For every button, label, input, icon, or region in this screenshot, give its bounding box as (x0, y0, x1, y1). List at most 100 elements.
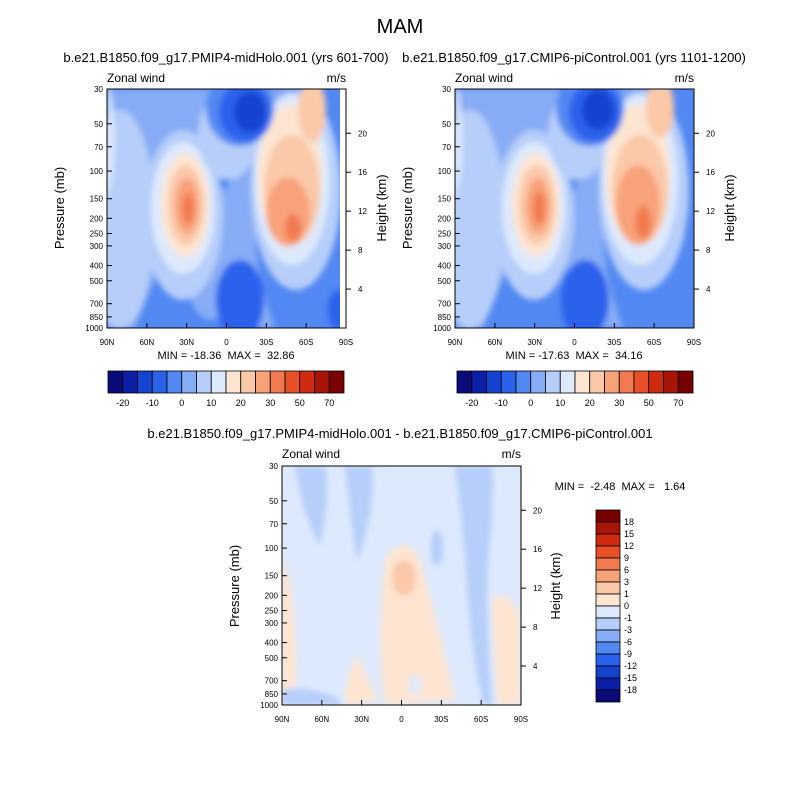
pressure-tick-label: 100 (438, 167, 452, 176)
pressure-tick-label: 500 (265, 654, 279, 663)
colorbar-label: -18 (624, 685, 637, 695)
lat-tick-label: 60S (647, 338, 661, 347)
height-tick-label: 16 (358, 168, 367, 177)
height-tick-label: 12 (706, 207, 715, 216)
colorbar-label: 6 (624, 565, 629, 575)
height-tick-label: 20 (533, 506, 542, 515)
panel-title: b.e21.B1850.f09_g17.PMIP4-midHolo.001 - … (147, 426, 652, 441)
colorbar-box (122, 370, 138, 394)
lat-tick-label: 60N (139, 338, 154, 347)
lat-tick-label: 60N (487, 338, 502, 347)
pressure-tick-label: 150 (265, 572, 279, 581)
panel-picontrol: b.e21.B1850.f09_g17.CMIP6-piControl.001 … (400, 50, 746, 408)
lat-tick-label: 30S (259, 338, 273, 347)
panel-left-string: Zonal wind (107, 71, 165, 85)
height-tick-label: 12 (533, 584, 542, 593)
colorbar-box (574, 370, 591, 394)
colorbar-label: -10 (146, 398, 159, 408)
colorbar-label: -20 (116, 398, 129, 408)
pressure-tick-label: 30 (269, 462, 278, 471)
lat-tick-label: 30S (434, 715, 448, 724)
colorbar-label: 70 (673, 398, 683, 408)
colorbar-box (595, 689, 621, 703)
lat-tick-label: 30N (179, 338, 194, 347)
lat-tick-label: 30S (607, 338, 621, 347)
colorbar-box (595, 653, 621, 667)
lat-tick-label: 60N (314, 715, 329, 724)
height-tick-label: 8 (706, 246, 711, 255)
colorbar-box (530, 370, 546, 394)
lat-tick-label: 0 (399, 715, 404, 724)
pressure-tick-label: 500 (90, 277, 104, 286)
pressure-tick-label: 70 (94, 143, 103, 152)
colorbar-box (595, 557, 621, 571)
colorbar-label: 0 (624, 601, 629, 611)
pressure-tick-label: 250 (438, 230, 452, 239)
pressure-tick-label: 300 (90, 242, 104, 251)
colorbar-box (595, 677, 621, 691)
colorbar-box (648, 370, 664, 394)
pressure-tick-label: 200 (265, 591, 279, 600)
colorbar-label: -15 (624, 673, 637, 683)
pressure-tick-label: 100 (90, 167, 104, 176)
season-title: MAM (377, 16, 424, 38)
colorbar-label: -9 (624, 649, 632, 659)
panel-title: b.e21.B1850.f09_g17.CMIP6-piControl.001 … (402, 50, 746, 65)
colorbar-box (151, 370, 168, 394)
colorbar-box (663, 370, 679, 394)
colorbar-box (314, 370, 330, 394)
pressure-tick-label: 300 (438, 242, 452, 251)
lat-tick-label: 90N (100, 338, 115, 347)
colorbar-label: 0 (179, 398, 184, 408)
colorbar-box (589, 370, 605, 394)
colorbar-box (545, 370, 561, 394)
height-tick-label: 20 (358, 129, 367, 138)
pressure-tick-label: 850 (265, 690, 279, 699)
colorbar-label: -6 (624, 637, 632, 647)
colorbar-box (595, 665, 621, 679)
colorbar-box (166, 370, 183, 394)
y2-axis-label: Height (km) (722, 174, 737, 241)
panel-difference: b.e21.B1850.f09_g17.PMIP4-midHolo.001 - … (147, 426, 685, 724)
pressure-tick-label: 1000 (85, 324, 103, 333)
pressure-tick-label: 400 (90, 262, 104, 271)
colorbar-box (181, 370, 197, 394)
colorbar-label: 3 (624, 577, 629, 587)
colorbar-box (595, 581, 621, 595)
colorbar-box (210, 370, 227, 394)
colorbar-box (618, 370, 635, 394)
min-max-label: MIN = -17.63 MAX = 34.16 (506, 350, 643, 362)
colorbar-box (196, 370, 212, 394)
height-tick-label: 16 (706, 168, 715, 177)
lat-tick-label: 30N (354, 715, 369, 724)
contour-field (282, 466, 521, 705)
pressure-tick-label: 500 (438, 277, 452, 286)
colorbar-box (107, 370, 124, 394)
colorbar-label: 10 (555, 398, 565, 408)
lat-tick-label: 90S (687, 338, 701, 347)
colorbar-box (595, 509, 621, 523)
colorbar-box (471, 370, 487, 394)
pressure-tick-label: 50 (442, 120, 451, 129)
colorbar-label: 0 (528, 398, 533, 408)
min-max-label: MIN = -2.48 MAX = 1.64 (555, 481, 686, 493)
y-axis-label: Pressure (mb) (52, 167, 67, 249)
colorbar-box (595, 641, 621, 655)
pressure-tick-label: 30 (442, 85, 451, 94)
pressure-tick-label: 1000 (433, 324, 451, 333)
colorbar-label: 50 (295, 398, 305, 408)
colorbar-box (595, 629, 621, 643)
colorbar-label: 10 (206, 398, 216, 408)
colorbar-box (500, 370, 517, 394)
colorbar-box (595, 545, 621, 559)
panel-ticks: 30 50 70 100 150 200 250 300 400 500 700 850 1000 20 1… (260, 462, 542, 724)
colorbar-label: 1 (624, 589, 629, 599)
panel-left-string: Zonal wind (282, 447, 340, 461)
colorbar-box (515, 370, 532, 394)
colorbar-box (595, 569, 621, 583)
colorbar-label: -1 (624, 613, 632, 623)
lat-tick-label: 90N (448, 338, 463, 347)
height-tick-label: 16 (533, 545, 542, 554)
colorbar-box (677, 370, 694, 394)
